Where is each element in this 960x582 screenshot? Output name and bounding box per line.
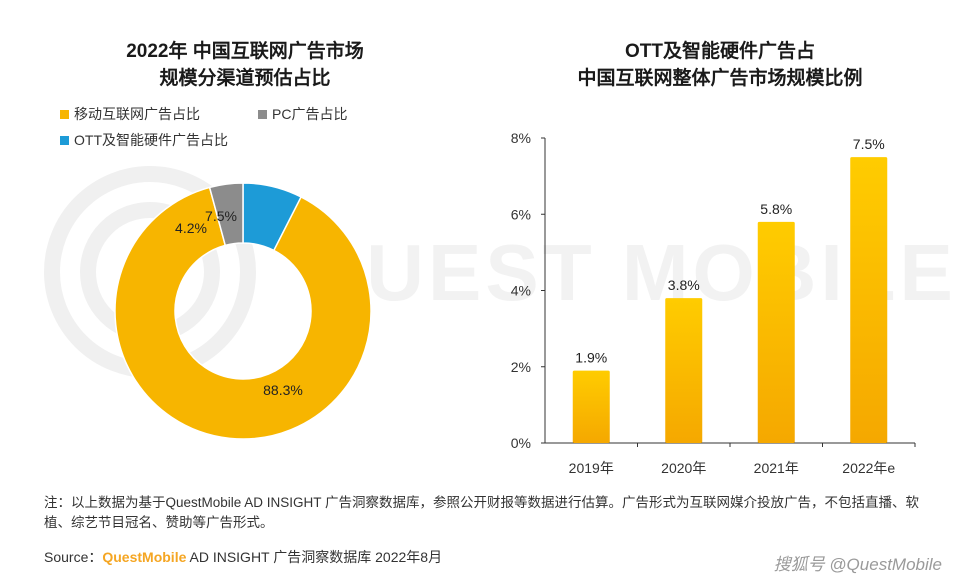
donut-title-line2: 规模分渠道预估占比 (159, 68, 331, 89)
x-tick-label-1: 2020年 (661, 460, 706, 476)
donut-label-1: 88.3% (263, 382, 303, 398)
legend-swatch-pc (258, 109, 267, 119)
x-tick-label-0: 2019年 (569, 460, 614, 476)
bar-1 (665, 298, 703, 443)
bar-value-label-3: 7.5% (853, 136, 885, 152)
legend-item-pc: PC广告占比 (258, 104, 347, 124)
bar-2 (757, 221, 795, 443)
source-rest: AD INSIGHT 广告洞察数据库 2022年8月 (186, 549, 443, 565)
donut-label-0: 7.5% (205, 208, 237, 224)
source-brand: QuestMobile (102, 549, 187, 565)
bar-value-label-2: 5.8% (760, 201, 792, 217)
watermark-footer: 搜狐号 @QuestMobile (773, 555, 942, 574)
source-prefix: Source： (44, 549, 103, 565)
bar-3 (850, 157, 888, 443)
y-tick-label-4: 8% (511, 130, 531, 146)
source-line: Source：QuestMobile AD INSIGHT 广告洞察数据库 20… (44, 547, 442, 567)
bar-value-label-1: 3.8% (668, 277, 700, 293)
bar-title-line1: OTT及智能硬件广告占 (625, 41, 815, 62)
donut-legend: 移动互联网广告占比 PC广告占比 OTT及智能硬件广告占比 (60, 104, 420, 154)
y-tick-label-2: 4% (511, 283, 531, 299)
bar-value-label-0: 1.9% (575, 350, 607, 366)
legend-swatch-mobile (60, 109, 69, 119)
legend-label-mobile: 移动互联网广告占比 (74, 106, 200, 122)
y-tick-label-0: 0% (511, 435, 531, 451)
donut-slice-2 (208, 182, 244, 247)
legend-item-mobile: 移动互联网广告占比 (60, 104, 200, 124)
footnote: 注：以上数据为基于QuestMobile AD INSIGHT 广告洞察数据库，… (44, 495, 920, 530)
x-tick-label-2: 2021年 (754, 460, 799, 476)
legend-label-ott: OTT及智能硬件广告占比 (74, 132, 228, 148)
legend-label-pc: PC广告占比 (272, 106, 348, 122)
x-tick-label-3: 2022年e (842, 460, 895, 476)
y-tick-label-3: 6% (511, 206, 531, 222)
donut-label-2: 4.2% (175, 220, 207, 236)
bar-title-line2: 中国互联网整体广告市场规模比例 (577, 68, 863, 89)
y-tick-label-1: 2% (511, 359, 531, 375)
donut-title-line1: 2022年 中国互联网广告市场 (126, 41, 364, 62)
bar-0 (572, 370, 610, 443)
legend-swatch-ott (60, 135, 69, 145)
bar-chart-title: OTT及智能硬件广告占 中国互联网整体广告市场规模比例 (490, 38, 950, 92)
donut-slice-1 (114, 186, 372, 440)
legend-item-ott: OTT及智能硬件广告占比 (60, 130, 228, 150)
donut-chart-title: 2022年 中国互联网广告市场 规模分渠道预估占比 (40, 38, 450, 92)
watermark-brand: QUEST MOBILE (300, 228, 957, 317)
